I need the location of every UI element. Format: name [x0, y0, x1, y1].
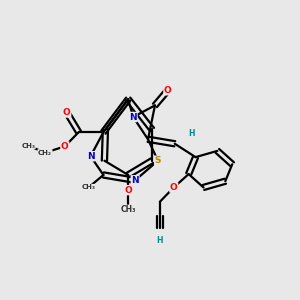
Text: O: O [170, 183, 178, 192]
Text: O: O [164, 86, 172, 95]
Text: N: N [129, 112, 137, 122]
Text: CH₃: CH₃ [21, 142, 35, 148]
Text: O: O [124, 186, 132, 195]
Text: H: H [188, 129, 195, 138]
Text: O: O [61, 142, 69, 151]
Text: O: O [63, 108, 71, 117]
Text: S: S [155, 156, 161, 165]
Text: N: N [131, 176, 139, 185]
Text: CH₃: CH₃ [121, 205, 136, 214]
Text: H: H [157, 236, 163, 244]
Text: CH₂: CH₂ [38, 150, 52, 156]
Text: CH₃: CH₃ [82, 184, 96, 190]
Text: N: N [87, 152, 94, 161]
